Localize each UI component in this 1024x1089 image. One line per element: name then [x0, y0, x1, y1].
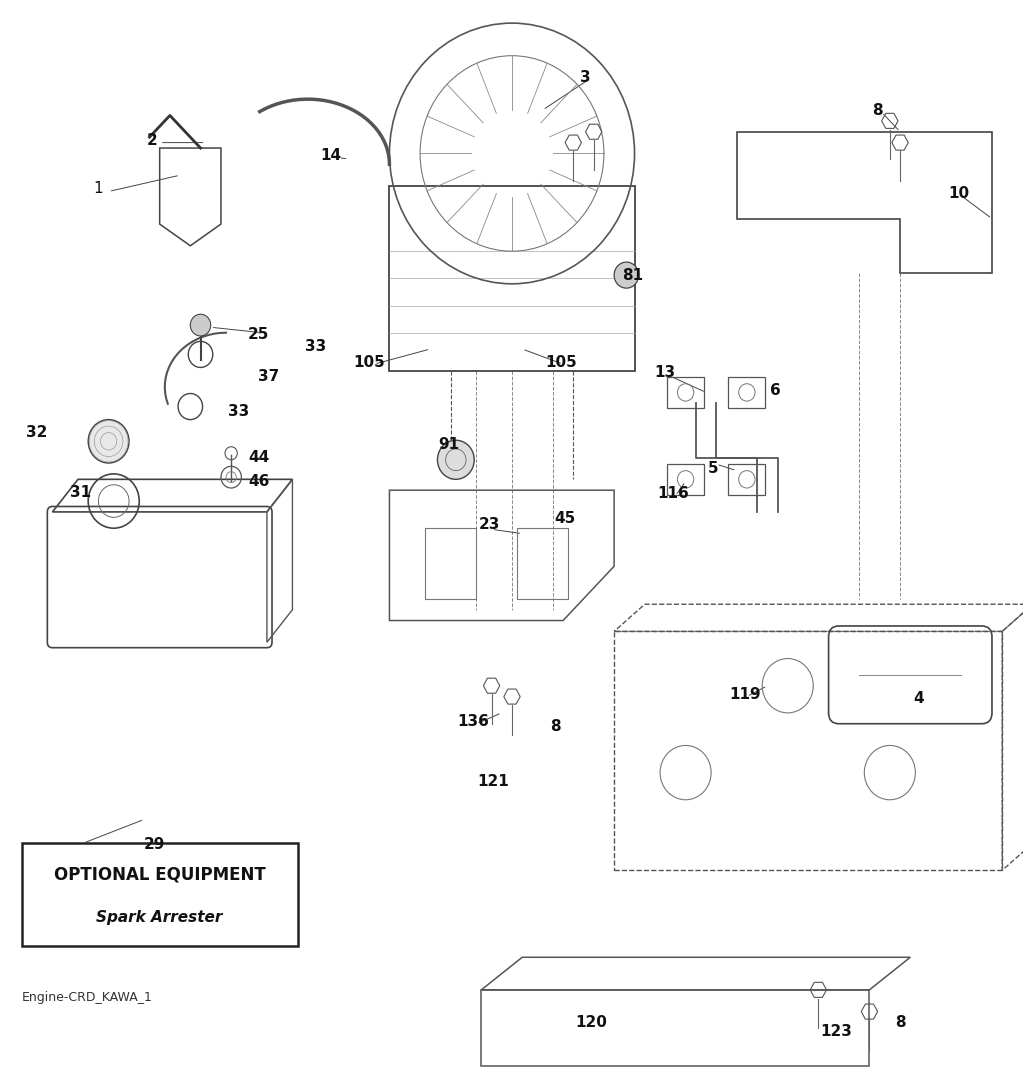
Bar: [728, 464, 765, 494]
Text: 14: 14: [321, 148, 342, 163]
Text: 81: 81: [622, 268, 643, 283]
Bar: [728, 377, 765, 407]
Text: 45: 45: [554, 511, 575, 526]
Text: 46: 46: [248, 474, 269, 489]
Text: 3: 3: [581, 70, 591, 85]
Text: 105: 105: [545, 355, 577, 369]
Text: 8: 8: [872, 102, 883, 118]
Circle shape: [88, 419, 129, 463]
Bar: [668, 377, 703, 407]
Text: 44: 44: [248, 450, 269, 465]
Text: 121: 121: [478, 774, 510, 788]
Text: 105: 105: [353, 355, 385, 369]
Circle shape: [437, 440, 474, 479]
Text: 6: 6: [770, 382, 781, 397]
Text: 123: 123: [821, 1024, 853, 1039]
Text: 8: 8: [895, 1015, 905, 1030]
Bar: [425, 528, 476, 599]
Text: 10: 10: [948, 186, 970, 201]
Text: OPTIONAL EQUIPMENT: OPTIONAL EQUIPMENT: [54, 865, 265, 883]
Text: 5: 5: [708, 461, 719, 476]
Text: Spark Arrester: Spark Arrester: [96, 910, 223, 925]
Text: 116: 116: [657, 486, 689, 501]
Bar: [614, 632, 1002, 870]
Text: 25: 25: [248, 328, 269, 342]
Text: 33: 33: [227, 404, 249, 419]
Text: 32: 32: [27, 425, 48, 440]
Bar: [517, 528, 568, 599]
Text: 13: 13: [654, 366, 676, 380]
Text: 4: 4: [913, 692, 924, 707]
Text: 23: 23: [479, 517, 500, 533]
Text: 37: 37: [258, 369, 280, 383]
Circle shape: [614, 262, 639, 289]
Text: 8: 8: [551, 720, 561, 734]
Bar: [668, 464, 703, 494]
Text: 1: 1: [93, 181, 103, 196]
Text: 31: 31: [71, 485, 91, 500]
Text: 119: 119: [729, 687, 761, 702]
Text: 29: 29: [144, 836, 165, 852]
Text: 136: 136: [458, 714, 489, 729]
Circle shape: [190, 315, 211, 335]
Bar: [22, 843, 298, 946]
Text: 2: 2: [147, 133, 158, 148]
Text: 120: 120: [575, 1015, 607, 1030]
Text: 33: 33: [305, 340, 327, 354]
Text: Engine-CRD_KAWA_1: Engine-CRD_KAWA_1: [22, 991, 153, 1004]
Text: 91: 91: [438, 437, 459, 452]
